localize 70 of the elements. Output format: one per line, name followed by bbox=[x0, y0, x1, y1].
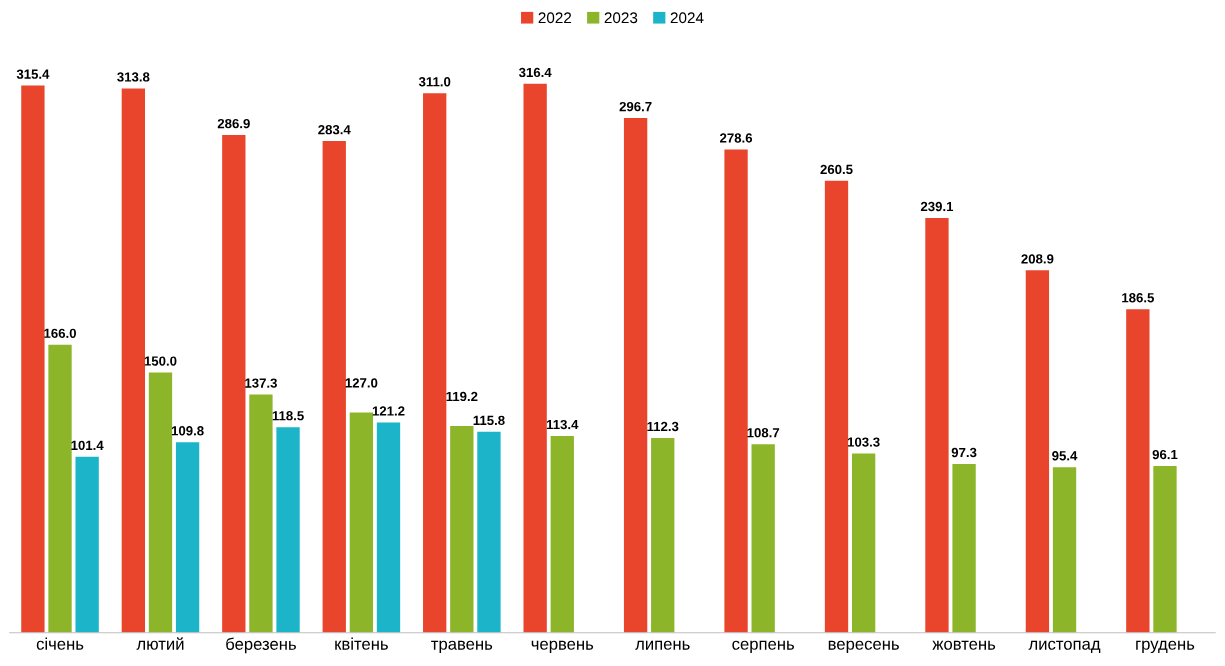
data-label: 313.8 bbox=[117, 72, 150, 82]
legend-label: 2024 bbox=[670, 12, 704, 24]
x-tick-label: липень bbox=[635, 640, 690, 650]
data-label: 137.3 bbox=[245, 378, 277, 388]
data-label: 95.4 bbox=[1052, 451, 1078, 461]
data-label: 103.3 bbox=[847, 437, 880, 447]
bar bbox=[1126, 309, 1150, 633]
bar bbox=[423, 93, 447, 633]
data-label: 186.5 bbox=[1122, 293, 1154, 303]
x-tick-label: грудень bbox=[1136, 640, 1195, 654]
bar bbox=[824, 180, 849, 633]
bar bbox=[477, 431, 501, 633]
bar bbox=[376, 422, 401, 633]
bar bbox=[249, 394, 273, 633]
bar bbox=[1025, 270, 1050, 633]
bar bbox=[1153, 466, 1177, 633]
data-label: 286.9 bbox=[217, 118, 250, 129]
bar bbox=[851, 453, 876, 633]
x-tick-label: листопад bbox=[1028, 640, 1101, 653]
data-label: 96.1 bbox=[1152, 449, 1178, 460]
x-tick-label: жовтень bbox=[932, 640, 996, 650]
data-label: 150.0 bbox=[144, 356, 177, 366]
bar bbox=[523, 83, 547, 633]
data-label: 311.0 bbox=[418, 77, 451, 87]
data-label: 315.4 bbox=[16, 69, 50, 79]
data-label: 208.9 bbox=[1021, 254, 1054, 264]
bar bbox=[175, 442, 200, 633]
bar bbox=[550, 435, 574, 633]
bar bbox=[751, 444, 775, 633]
data-label: 97.3 bbox=[951, 447, 977, 458]
data-label: 283.4 bbox=[318, 124, 351, 135]
bar bbox=[952, 463, 976, 633]
bar bbox=[322, 141, 346, 633]
bar bbox=[48, 344, 72, 633]
x-tick-label: травень bbox=[431, 640, 493, 654]
legend-label: 2023 bbox=[604, 12, 638, 24]
data-label: 316.4 bbox=[518, 67, 552, 78]
data-label: 113.4 bbox=[546, 419, 579, 430]
x-tick-label: вересень bbox=[828, 640, 899, 654]
data-label: 296.7 bbox=[619, 101, 652, 112]
bar bbox=[651, 437, 675, 633]
data-label: 260.5 bbox=[820, 164, 853, 175]
data-label: 119.2 bbox=[446, 391, 478, 402]
data-label: 118.5 bbox=[272, 411, 304, 421]
data-label: 109.8 bbox=[171, 426, 204, 436]
bar bbox=[1052, 467, 1077, 633]
x-tick-label: квітень bbox=[335, 637, 388, 650]
data-label: 278.6 bbox=[720, 133, 753, 143]
bar bbox=[75, 456, 99, 633]
data-label: 112.3 bbox=[647, 421, 679, 432]
bar bbox=[222, 135, 246, 633]
bar bbox=[276, 427, 300, 633]
bar bbox=[148, 372, 173, 633]
bar bbox=[121, 88, 146, 633]
x-tick-label: січень bbox=[36, 637, 84, 650]
data-label: 115.8 bbox=[473, 415, 505, 426]
data-label: 166.0 bbox=[44, 328, 76, 338]
bar bbox=[21, 85, 45, 633]
x-tick-label: лютий bbox=[136, 637, 184, 650]
bar bbox=[623, 118, 648, 633]
data-label: 121.2 bbox=[372, 406, 405, 416]
data-label: 239.1 bbox=[920, 201, 954, 212]
bar bbox=[450, 425, 474, 633]
x-tick-label: червень bbox=[531, 640, 594, 654]
x-tick-label: серпень bbox=[732, 640, 795, 654]
bar bbox=[925, 217, 949, 633]
bar bbox=[349, 412, 374, 633]
legend-label: 2022 bbox=[538, 12, 572, 24]
bar bbox=[724, 149, 748, 633]
x-tick-label: березень bbox=[226, 637, 296, 654]
